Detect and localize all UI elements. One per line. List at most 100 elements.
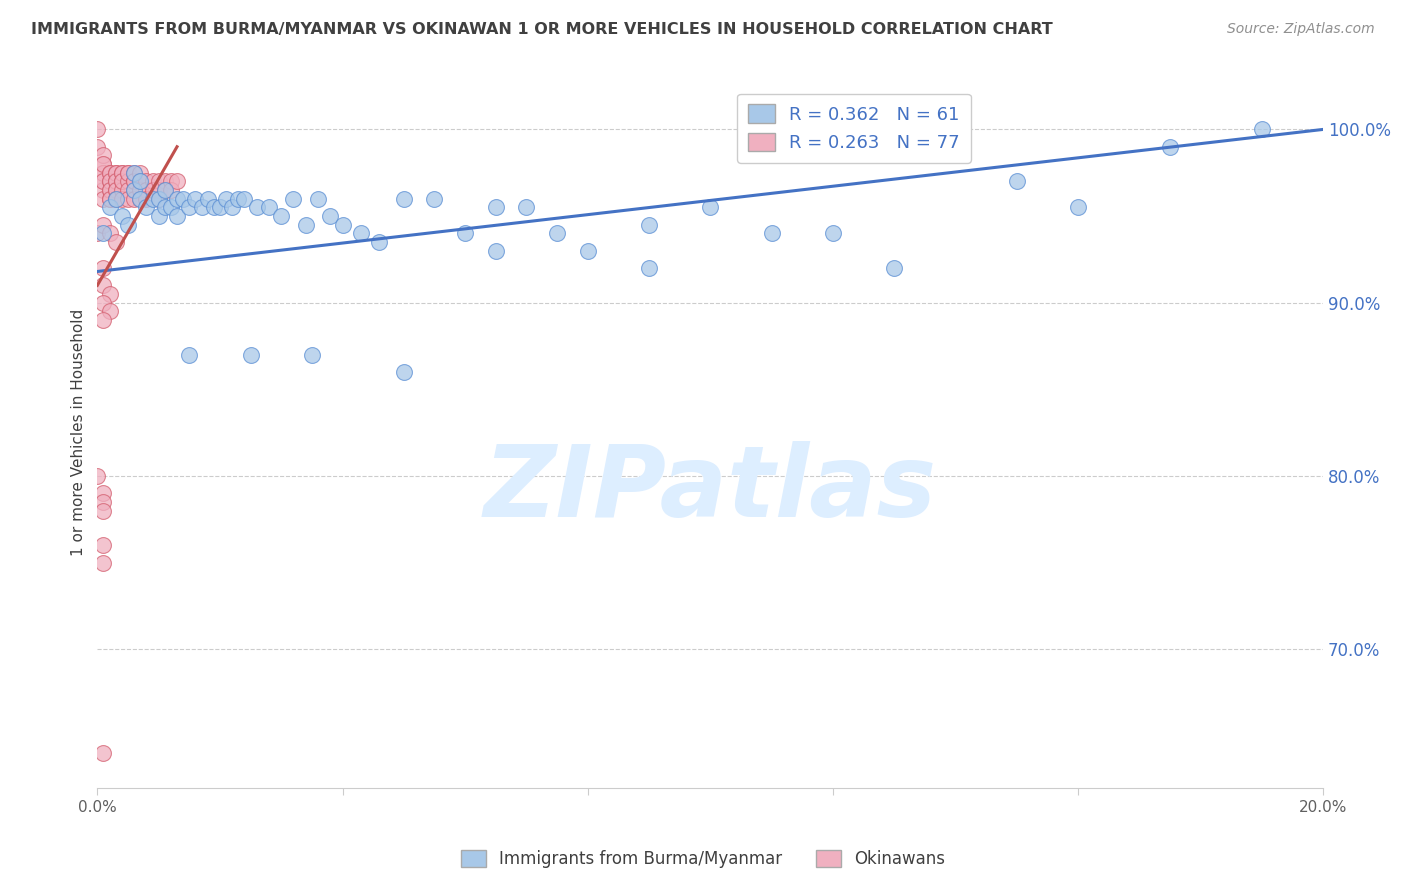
Point (166, 192, 188, 206)
Point (135, 192, 157, 206)
Point (93, 192, 115, 206)
Point (129, 166, 152, 180)
Point (141, 174, 163, 188)
Point (129, 174, 152, 188)
Y-axis label: 1 or more Vehicles in Household: 1 or more Vehicles in Household (72, 309, 86, 557)
Point (93, 313, 115, 327)
Point (301, 348, 323, 362)
Point (1250, 122, 1272, 136)
Point (93, 157, 115, 171)
Point (172, 192, 194, 206)
Point (93, 260, 115, 275)
Point (1067, 200, 1090, 214)
Point (104, 192, 127, 206)
Point (246, 200, 269, 214)
Point (98, 227, 121, 241)
Point (117, 174, 139, 188)
Point (93, 157, 115, 171)
Point (141, 192, 163, 206)
Point (104, 183, 127, 197)
Point (332, 218, 354, 232)
Point (129, 183, 152, 197)
Point (93, 174, 115, 188)
Point (98, 200, 121, 214)
Legend: Immigrants from Burma/Myanmar, Okinawans: Immigrants from Burma/Myanmar, Okinawans (454, 843, 952, 875)
Point (86, 227, 108, 241)
Point (93, 556, 115, 570)
Point (111, 174, 134, 188)
Point (104, 192, 127, 206)
Point (93, 227, 115, 241)
Point (93, 495, 115, 509)
Point (122, 174, 145, 188)
Text: Source: ZipAtlas.com: Source: ZipAtlas.com (1227, 22, 1375, 37)
Point (166, 209, 188, 223)
Point (86, 469, 108, 483)
Point (160, 174, 183, 188)
Point (485, 244, 508, 258)
Point (148, 192, 170, 206)
Point (208, 200, 231, 214)
Text: IMMIGRANTS FROM BURMA/MYANMAR VS OKINAWAN 1 OR MORE VEHICLES IN HOUSEHOLD CORREL: IMMIGRANTS FROM BURMA/MYANMAR VS OKINAWA… (31, 22, 1053, 37)
Point (215, 192, 238, 206)
Point (485, 200, 508, 214)
Point (148, 183, 170, 197)
Point (111, 183, 134, 197)
Point (111, 166, 134, 180)
Point (135, 200, 157, 214)
Point (93, 503, 115, 517)
Text: ZIPatlas: ZIPatlas (484, 441, 936, 538)
Point (160, 200, 183, 214)
Point (98, 192, 121, 206)
Point (93, 746, 115, 760)
Point (98, 287, 121, 301)
Point (1159, 140, 1181, 154)
Point (392, 192, 415, 206)
Point (454, 227, 477, 241)
Point (129, 192, 152, 206)
Point (93, 218, 115, 232)
Point (153, 200, 176, 214)
Point (226, 192, 249, 206)
Point (122, 183, 145, 197)
Point (1005, 174, 1028, 188)
Point (148, 209, 170, 223)
Point (179, 348, 201, 362)
Point (392, 365, 415, 379)
Point (111, 174, 134, 188)
Point (117, 218, 139, 232)
Point (98, 174, 121, 188)
Point (319, 209, 342, 223)
Point (197, 192, 219, 206)
Point (699, 200, 721, 214)
Point (179, 200, 201, 214)
Point (104, 166, 127, 180)
Point (160, 183, 183, 197)
Point (221, 200, 243, 214)
Point (104, 174, 127, 188)
Point (104, 192, 127, 206)
Point (135, 183, 157, 197)
Point (98, 166, 121, 180)
Point (129, 192, 152, 206)
Point (515, 200, 537, 214)
Point (104, 174, 127, 188)
Point (190, 200, 212, 214)
Point (129, 174, 152, 188)
Point (93, 166, 115, 180)
Point (86, 140, 108, 154)
Point (368, 235, 391, 249)
Point (93, 538, 115, 552)
Point (93, 295, 115, 310)
Point (98, 192, 121, 206)
Point (184, 192, 207, 206)
Point (117, 183, 139, 197)
Point (307, 192, 329, 206)
Point (122, 174, 145, 188)
Point (202, 200, 225, 214)
Point (98, 183, 121, 197)
Point (239, 348, 262, 362)
Point (638, 218, 661, 232)
Point (148, 192, 170, 206)
Point (122, 183, 145, 197)
